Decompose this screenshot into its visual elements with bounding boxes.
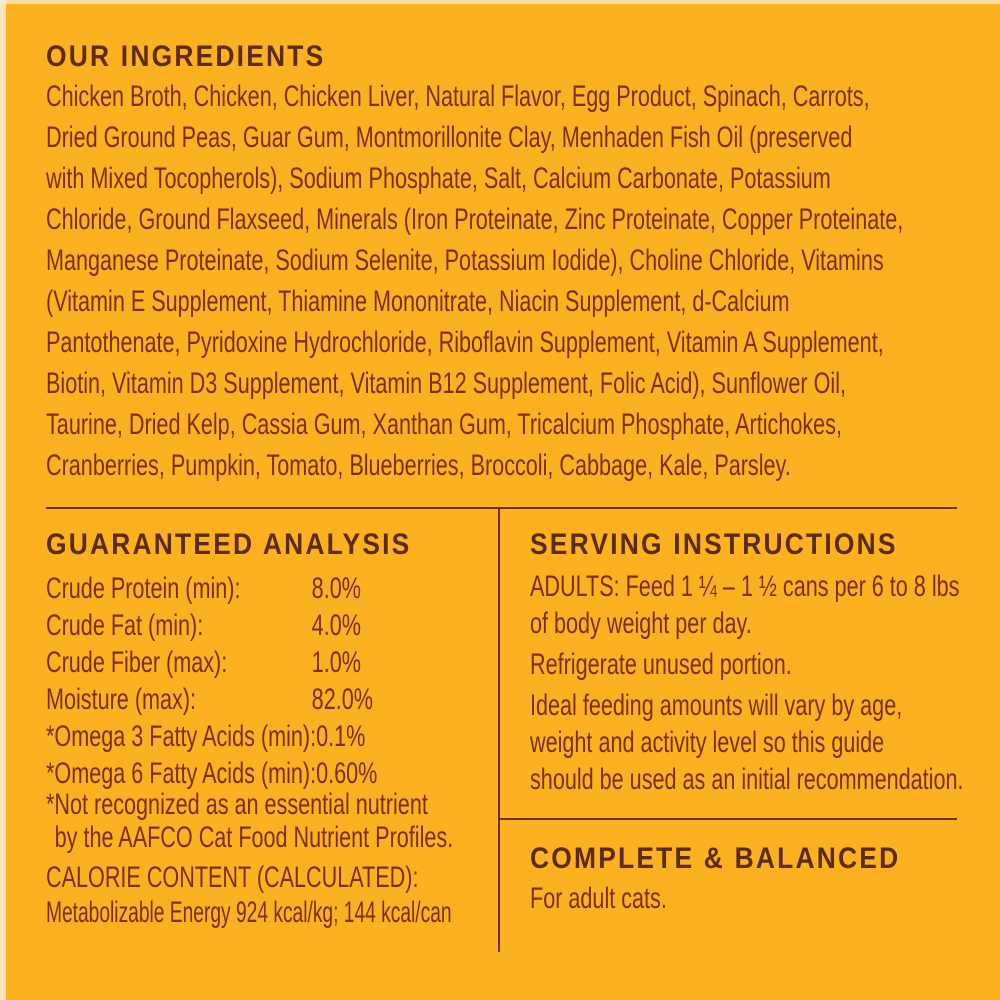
complete-balanced-title: COMPLETE & BALANCED	[530, 842, 901, 875]
guaranteed-analysis-title: GUARANTEED ANALYSIS	[46, 528, 412, 561]
calorie-content-heading: CALORIE CONTENT (CALCULATED):	[46, 861, 419, 894]
label-edge-highlight-left	[0, 0, 6, 1000]
divider-horizontal-right	[498, 818, 957, 820]
divider-horizontal-main	[46, 507, 957, 509]
label-edge-highlight-top	[0, 0, 1000, 4]
ingredients-line: (Vitamin E Supplement, Thiamine Mononitr…	[46, 285, 790, 318]
ingredients-line: Pantothenate, Pyridoxine Hydrochloride, …	[46, 326, 884, 359]
guaranteed-analysis-table: Crude Protein (min): 8.0% Crude Fat (min…	[46, 570, 486, 792]
analysis-value: 0.1%	[316, 720, 366, 753]
ingredients-line: Taurine, Dried Kelp, Cassia Gum, Xanthan…	[46, 408, 842, 441]
analysis-value: 0.60%	[316, 757, 378, 790]
serving-line: Ideal feeding amounts will vary by age,	[530, 689, 903, 722]
analysis-row: Crude Protein (min): 8.0%	[46, 570, 363, 607]
serving-line: ADULTS: Feed 1 ¼ – 1 ½ cans per 6 to 8 l…	[530, 570, 960, 603]
ingredients-line: Cranberries, Pumpkin, Tomato, Blueberrie…	[46, 449, 791, 482]
analysis-row: Crude Fat (min): 4.0%	[46, 607, 363, 644]
ingredients-line: Manganese Proteinate, Sodium Selenite, P…	[46, 244, 884, 277]
analysis-label: *Omega 3 Fatty Acids (min):	[46, 720, 317, 753]
analysis-row: Crude Fiber (max): 1.0%	[46, 644, 363, 681]
analysis-label: Crude Fat (min):	[46, 609, 204, 642]
ingredients-line: with Mixed Tocopherols), Sodium Phosphat…	[46, 162, 831, 195]
serving-paragraph-refrigerate: Refrigerate unused portion.	[530, 646, 1000, 683]
analysis-footnote: *Not recognized as an essential nutrient…	[46, 788, 612, 854]
analysis-value: 82.0%	[311, 683, 373, 716]
ingredients-line: Dried Ground Peas, Guar Gum, Montmorillo…	[46, 121, 853, 154]
analysis-row: Moisture (max): 82.0%	[46, 681, 373, 718]
serving-line: weight and activity level so this guide	[530, 726, 885, 759]
footnote-line: by the AAFCO Cat Food Nutrient Profiles.	[54, 821, 454, 854]
footnote-line: *Not recognized as an essential nutrient	[46, 788, 428, 821]
calorie-content: CALORIE CONTENT (CALCULATED): Metaboliza…	[46, 860, 680, 930]
calorie-content-value: Metabolizable Energy 924 kcal/kg; 144 kc…	[46, 896, 452, 929]
ingredients-list: Chicken Broth, Chicken, Chicken Liver, N…	[46, 76, 1000, 486]
serving-line: Refrigerate unused portion.	[530, 648, 792, 681]
analysis-value: 4.0%	[311, 609, 361, 642]
ingredients-line: Biotin, Vitamin D3 Supplement, Vitamin B…	[46, 367, 846, 400]
serving-paragraph-ideal-amounts: Ideal feeding amounts will vary by age, …	[530, 687, 1000, 798]
analysis-value: 8.0%	[311, 572, 361, 605]
serving-paragraph-adults: ADULTS: Feed 1 ¼ – 1 ½ cans per 6 to 8 l…	[530, 568, 1000, 642]
serving-instructions-body: ADULTS: Feed 1 ¼ – 1 ½ cans per 6 to 8 l…	[530, 568, 1000, 802]
ingredients-section-title: OUR INGREDIENTS	[46, 40, 326, 73]
complete-balanced-body: For adult cats.	[530, 882, 667, 915]
divider-vertical-columns	[498, 507, 500, 952]
serving-line: should be used as an initial recommendat…	[530, 763, 964, 796]
analysis-row: *Omega 3 Fatty Acids (min): 0.1%	[46, 718, 366, 755]
analysis-label: Moisture (max):	[46, 683, 197, 716]
ingredients-line: Chloride, Ground Flaxseed, Minerals (Iro…	[46, 203, 904, 236]
analysis-row: *Omega 6 Fatty Acids (min): 0.60%	[46, 755, 377, 792]
analysis-label: *Omega 6 Fatty Acids (min):	[46, 757, 317, 790]
analysis-label: Crude Protein (min):	[46, 572, 241, 605]
serving-instructions-title: SERVING INSTRUCTIONS	[530, 528, 898, 561]
ingredients-line: Chicken Broth, Chicken, Chicken Liver, N…	[46, 80, 870, 113]
serving-line: of body weight per day.	[530, 607, 752, 640]
analysis-value: 1.0%	[311, 646, 361, 679]
analysis-label: Crude Fiber (max):	[46, 646, 228, 679]
